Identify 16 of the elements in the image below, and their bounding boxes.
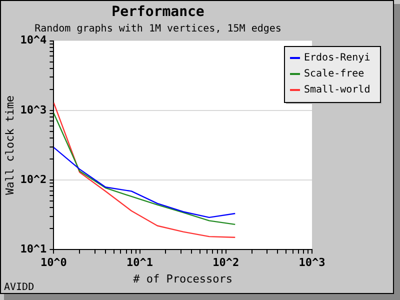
legend-label: Erdos-Renyi xyxy=(304,52,370,64)
y-tick-label: 10^1 xyxy=(20,242,48,256)
legend-label: Scale-free xyxy=(304,68,364,80)
y-tick-label: 10^2 xyxy=(20,172,47,186)
x-tick-label: 10^0 xyxy=(40,256,67,270)
x-axis-title: # of Processors xyxy=(133,272,233,286)
text: AVIDD xyxy=(4,282,34,293)
y-axis-title: Wall clock time xyxy=(3,96,16,195)
y-tick-label: 10^3 xyxy=(20,103,47,116)
legend-label: Small-world xyxy=(304,84,370,96)
x-tick-label: 10^3 xyxy=(298,256,326,270)
y-tick-label: 10^4 xyxy=(20,34,48,47)
chart-title: Performance xyxy=(112,4,204,20)
x-tick-label: 10^2 xyxy=(212,256,240,270)
x-tick-label: 10^1 xyxy=(126,256,154,270)
chart-subtitle: Random graphs with 1M vertices, 15M edges xyxy=(34,23,282,34)
